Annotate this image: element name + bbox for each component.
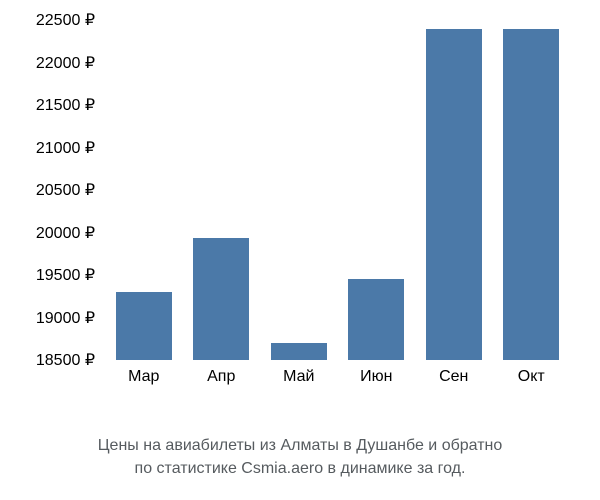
plot-area — [105, 20, 570, 360]
y-tick-label: 20000 ₽ — [36, 223, 95, 243]
y-tick-label: 21500 ₽ — [36, 95, 95, 115]
bar — [503, 29, 559, 361]
caption-line-1: Цены на авиабилеты из Алматы в Душанбе и… — [0, 435, 600, 457]
bar — [348, 279, 404, 360]
x-tick-label: Апр — [207, 368, 235, 386]
x-tick-label: Май — [283, 368, 314, 386]
x-tick-label: Мар — [128, 368, 159, 386]
bar-chart: 18500 ₽ 19000 ₽ 19500 ₽ 20000 ₽ 20500 ₽ 21000… — [10, 20, 570, 400]
bar — [426, 29, 482, 361]
y-axis: 18500 ₽19000 ₽19500 ₽20000 ₽20500 ₽21000… — [10, 20, 105, 360]
y-tick-label: 18500 ₽ — [36, 350, 95, 370]
y-tick-label: 22000 ₽ — [36, 53, 95, 73]
y-tick-label: 22500 ₽ — [36, 10, 95, 30]
x-tick-label: Сен — [439, 368, 468, 386]
y-tick-label: 20500 ₽ — [36, 180, 95, 200]
y-tick-label: 19000 ₽ — [36, 308, 95, 328]
caption-line-2: по статистике Csmia.aero в динамике за г… — [0, 458, 600, 480]
y-tick-label: 21000 ₽ — [36, 138, 95, 158]
bar — [193, 238, 249, 360]
bar — [116, 292, 172, 360]
x-tick-label: Окт — [518, 368, 545, 386]
bar — [271, 343, 327, 360]
x-axis: Мар Апр Май Июн Сен Окт — [105, 368, 570, 398]
y-tick-label: 19500 ₽ — [36, 265, 95, 285]
x-tick-label: Июн — [360, 368, 392, 386]
chart-caption: Цены на авиабилеты из Алматы в Душанбе и… — [0, 435, 600, 480]
